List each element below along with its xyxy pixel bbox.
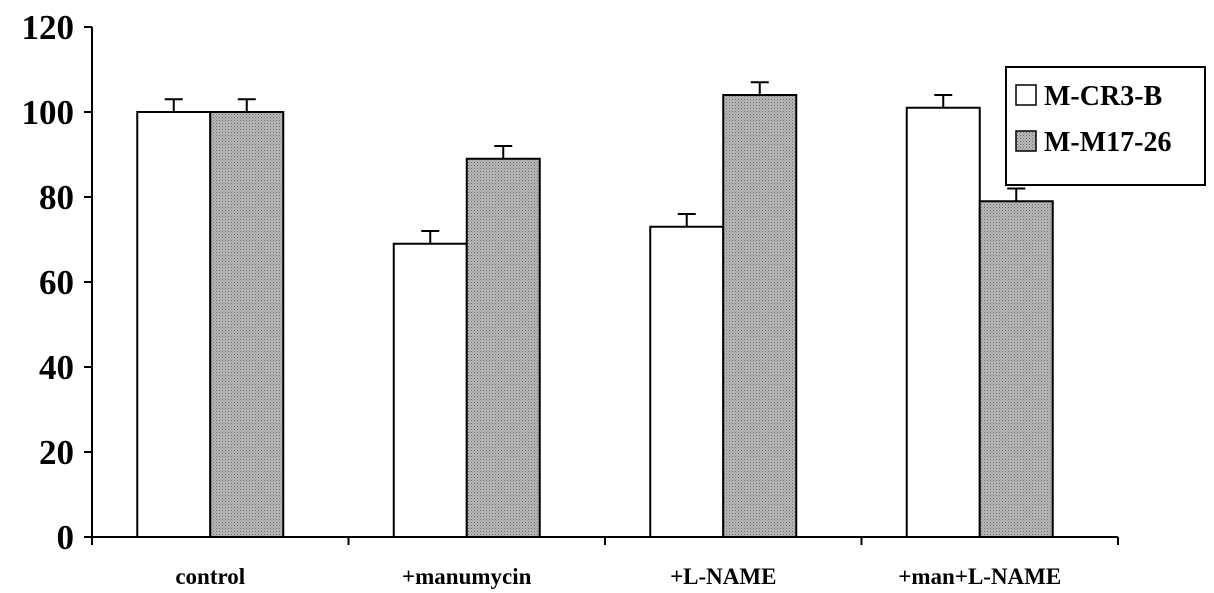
y-tick-label: 20 [39,433,74,472]
bar-series-1 [905,106,981,538]
y-tick-label: 60 [39,263,74,302]
bar-series-2 [978,200,1054,538]
legend-swatch [1015,130,1037,152]
bars [136,81,1054,538]
legend-label: M-M17-26 [1044,127,1172,158]
y-tick-label: 120 [22,8,75,47]
bar-series-1 [136,111,212,538]
bar-series-1 [392,242,468,538]
tick-labels: 0 20 40 60 80 100 120 control +manumycin +L-NAME +… [22,8,1062,589]
y-tick-label: 0 [57,518,75,557]
y-tick-label: 40 [39,348,74,387]
legend-box [1005,66,1206,186]
legend: M-CR3-B M-M17-26 [1005,66,1206,186]
bar-series-2 [465,157,541,538]
x-tick-label: +L-NAME [670,564,776,589]
x-tick-label: +manumycin [402,564,532,589]
y-tick-label: 80 [39,178,74,217]
x-tick-label: control [175,564,245,589]
bar-series-2 [209,111,285,538]
legend-swatch [1015,84,1037,106]
bar-series-2 [722,94,798,538]
y-tick-label: 100 [22,93,75,132]
legend-label: M-CR3-B [1044,81,1162,112]
x-tick-label: +man+L-NAME [898,564,1061,589]
bar-series-1 [649,225,725,538]
